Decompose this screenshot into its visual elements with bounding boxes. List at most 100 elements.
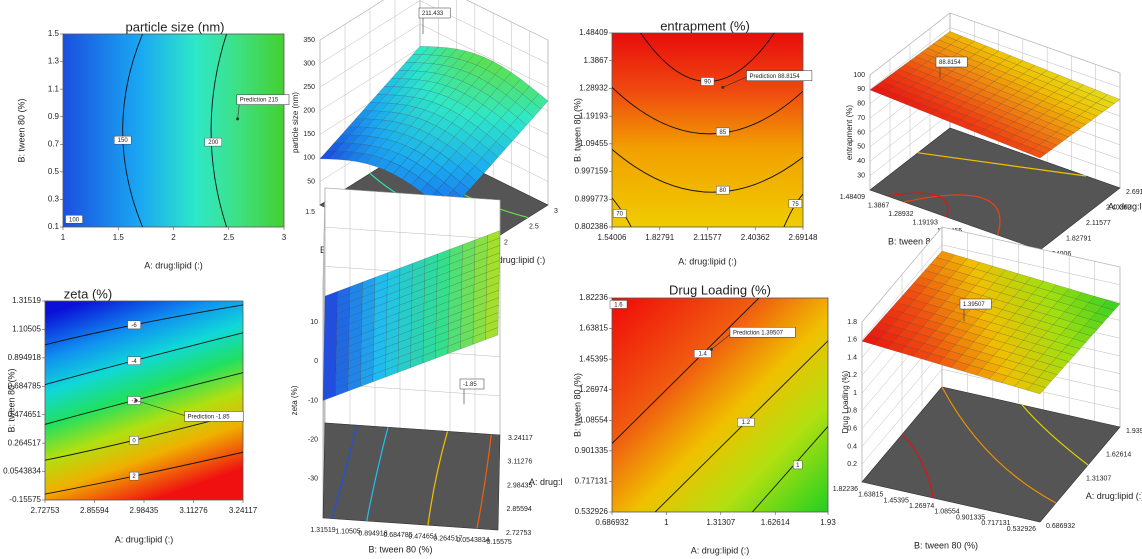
prediction-label: 211.433 <box>422 11 444 17</box>
contour-label: -2 <box>131 399 137 405</box>
y-tick-label: 1.5 <box>305 209 315 216</box>
prediction-box <box>729 326 796 338</box>
prediction-box <box>959 298 992 310</box>
contour-label: 90 <box>704 80 711 86</box>
y-tick-label: 1.10505 <box>12 325 41 334</box>
z-axis-label: particle size (nm) <box>291 92 300 153</box>
x-tick-label: 0.686932 <box>1046 523 1075 530</box>
z-tick-label: 30 <box>857 172 865 179</box>
contour-line <box>612 149 803 193</box>
y-tick-label: 1.3 <box>48 57 60 66</box>
contour-label: 1.4 <box>699 352 708 358</box>
x-tick-label: 2.11577 <box>693 233 722 242</box>
z-tick-label: 0.8 <box>847 408 857 415</box>
contour-label-box <box>788 199 803 208</box>
y-tick-label: 0.7 <box>48 139 60 148</box>
x-tick-label: 1.5 <box>113 233 125 242</box>
y-tick-label: 0.5 <box>48 167 60 176</box>
prediction-label: -1.85 <box>463 382 477 388</box>
y-axis-label: B: tween 80 (%) <box>16 98 26 162</box>
prediction-box <box>935 56 968 68</box>
y-tick-label: 1.82236 <box>579 293 608 302</box>
contour-panel: 90 85 80 75 70 Prediction 88.8154 entrapment (… <box>572 18 818 266</box>
y-axis-label: B: tween 80 (%) <box>572 373 582 437</box>
z-tick-label: -20 <box>308 437 318 444</box>
contour-label: 75 <box>792 202 799 208</box>
surface-panel: 5010015020025030035011.522.530.10.30.50.… <box>291 0 558 279</box>
y-tick-label: 1.63815 <box>858 492 883 499</box>
y-tick-label: 0.0543834 <box>3 467 41 476</box>
floor <box>869 127 1121 251</box>
contour-label-box <box>694 349 712 358</box>
z-tick-label: 40 <box>857 158 865 165</box>
z-tick-label: 1 <box>853 390 857 397</box>
x-tick-label: 2.40362 <box>741 233 770 242</box>
x-tick-label: 1.62614 <box>1106 452 1131 459</box>
contour-line <box>654 340 828 512</box>
y-tick-label: -0.15575 <box>484 539 512 546</box>
y-tick-label: 1.09455 <box>579 139 608 148</box>
z-tick-label: -10 <box>308 397 318 404</box>
y-axis-label: B: tween 80 (%) <box>914 540 978 550</box>
z-tick-label: 350 <box>303 37 315 44</box>
x-tick-label: 3.24117 <box>508 435 533 442</box>
contour-label-box <box>129 471 139 481</box>
floor-contour <box>903 194 1001 236</box>
y-tick-label: 1.3867 <box>868 202 890 209</box>
floor-contour <box>886 192 949 218</box>
prediction-box <box>746 70 813 81</box>
prediction-box <box>184 411 244 422</box>
y-tick-label: 1.31519 <box>12 296 41 305</box>
contour-lines <box>122 34 227 227</box>
prediction-label: Prediction 88.8154 <box>750 74 801 80</box>
y-tick-label: 0.894918 <box>8 353 42 362</box>
surface-panel: 304050607080901001.540061.827912.115772.… <box>840 12 1142 261</box>
y-tick-label: 0.802386 <box>575 222 609 231</box>
z-tick-label: 0.4 <box>847 443 857 450</box>
y-tick-label: 0.474651 <box>8 410 42 419</box>
z-tick-label: 1.8 <box>847 319 857 326</box>
contour-label-box <box>129 436 139 445</box>
y-tick-label: 0.901335 <box>575 446 609 455</box>
prediction-point <box>721 85 725 89</box>
contour-label: 2 <box>132 474 136 480</box>
surface-panel: -30 -20 -10 0 10 2.72753 2.85594 2.98435 3.11276… <box>290 187 563 554</box>
y-tick-label: 0.684785 <box>8 381 42 390</box>
z-axis-label: Drug Loading (%) <box>841 370 850 433</box>
z-tick-label: 100 <box>853 72 865 79</box>
contour-label-box <box>204 137 222 147</box>
x-axis-label: A: drug:lipid (:) <box>691 545 750 555</box>
contour-line <box>612 86 803 135</box>
contour-label-box <box>737 417 755 427</box>
prediction-label: Prediction 215 <box>240 98 279 104</box>
x-tick-label: 2.72753 <box>31 506 60 515</box>
z-tick-label: -30 <box>308 476 318 483</box>
y-tick-label: 1.1 <box>48 84 60 93</box>
z-tick-label: 70 <box>857 115 865 122</box>
surface-panel: 0.2 0.4 0.6 0.8 1 1.2 1.4 1.6 1.8 0.686932 1.31307… <box>833 226 1142 550</box>
prediction-leader <box>722 75 750 88</box>
y-tick-label: 0.264517 <box>8 438 42 447</box>
prediction-leader <box>711 332 734 350</box>
z-tick-label: 150 <box>303 131 315 138</box>
y-tick-label: 1.26974 <box>579 385 608 394</box>
y-tick-label: 0.684785 <box>383 532 412 539</box>
x-tick-label: 1.82791 <box>645 233 674 242</box>
z-tick-label: 0.2 <box>847 461 857 468</box>
prediction-point <box>134 399 138 402</box>
x-tick-label: 3.11276 <box>179 506 208 515</box>
y-tick-label: 1.63815 <box>579 324 608 333</box>
contour-panel: -6 -4 -2 0 2 Prediction -1.85 zeta (%) 2.72753 2… <box>3 286 258 544</box>
contour-label: 100 <box>69 217 80 223</box>
prediction-point <box>709 347 713 351</box>
contour-label-box <box>793 460 803 470</box>
contour-line <box>210 34 227 227</box>
y-tick-label: 1.5 <box>48 29 60 38</box>
y-tick-label: 1.26974 <box>909 503 934 510</box>
y-tick-label: 0.264517 <box>433 535 462 542</box>
y-tick-label: 0.9 <box>48 112 60 121</box>
y-axis-label: B: tween 80 (%) <box>6 368 16 432</box>
z-tick-label: 90 <box>857 86 865 93</box>
floor-contour <box>917 152 1087 177</box>
x-tick-label: 1.31307 <box>1086 475 1111 482</box>
